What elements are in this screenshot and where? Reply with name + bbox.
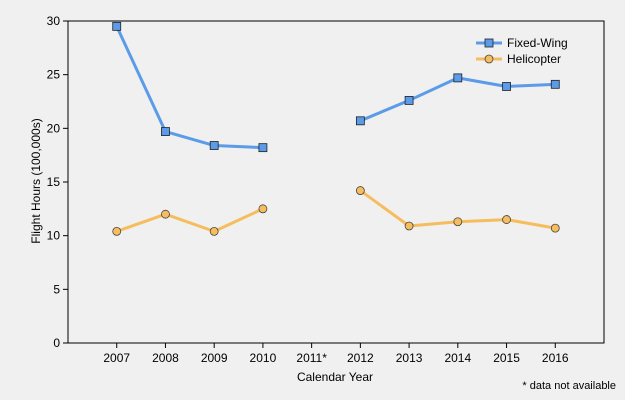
- data-point: [355, 186, 365, 195]
- data-point: [209, 141, 219, 150]
- data-point: [453, 217, 463, 227]
- y-tick-label: 20: [47, 121, 61, 135]
- legend-marker: [484, 38, 494, 48]
- legend: Fixed-Wing Helicopter: [476, 36, 568, 66]
- legend-label: Fixed-Wing: [507, 36, 568, 50]
- x-tick-label: 2012: [347, 351, 374, 365]
- y-axis: 0 5 10 15 20 25 30: [47, 14, 68, 350]
- legend-marker: [484, 54, 494, 64]
- data-point: [453, 73, 463, 83]
- legend-label: Helicopter: [507, 52, 561, 66]
- plot-frame: [67, 20, 605, 344]
- data-point: [550, 223, 560, 233]
- data-point: [258, 204, 268, 214]
- data-not-available-note: * data not available: [522, 380, 616, 392]
- y-axis-title: Flight Hours (100,000s): [29, 118, 43, 243]
- x-tick-label: 2013: [396, 351, 423, 365]
- x-tick-label: 2007: [103, 351, 130, 365]
- legend-item: Helicopter: [476, 52, 561, 66]
- x-tick-label: 2010: [250, 351, 277, 365]
- x-tick-label: 2014: [444, 351, 471, 365]
- legend-item: Fixed-Wing: [476, 36, 568, 50]
- data-point: [258, 143, 268, 153]
- x-tick-label: 2016: [542, 351, 569, 365]
- data-point: [550, 79, 560, 89]
- y-tick-label: 25: [47, 68, 61, 82]
- data-point: [404, 96, 414, 105]
- y-tick-label: 10: [47, 229, 61, 243]
- y-tick-label: 5: [53, 282, 60, 296]
- series-fixed-wing: [112, 21, 560, 153]
- x-tick-label: 2011*: [296, 351, 327, 365]
- plot-area: [67, 20, 605, 344]
- data-point: [112, 21, 122, 31]
- y-tick-label: 0: [53, 336, 60, 350]
- data-point: [502, 82, 511, 91]
- data-point: [502, 215, 511, 224]
- data-point: [161, 127, 170, 136]
- y-tick-label: 15: [47, 175, 61, 189]
- x-axis-title: Calendar Year: [297, 370, 373, 384]
- series-line: [115, 24, 265, 150]
- data-point: [161, 209, 170, 219]
- x-tick-label: 2009: [201, 351, 228, 365]
- series-line: [115, 207, 265, 233]
- series-layer: [112, 21, 560, 236]
- y-tick-label: 30: [47, 14, 61, 28]
- x-tick-label: 2015: [493, 351, 520, 365]
- data-point: [209, 226, 219, 236]
- data-point: [112, 226, 122, 236]
- data-point: [355, 116, 365, 126]
- x-axis: 2007 2008 2009 2010 2011* 2012 2013 2014 2015 201…: [103, 343, 569, 365]
- data-point: [404, 221, 414, 231]
- x-tick-label: 2008: [152, 351, 179, 365]
- series-line: [358, 76, 557, 123]
- series-helicopter: [112, 186, 560, 236]
